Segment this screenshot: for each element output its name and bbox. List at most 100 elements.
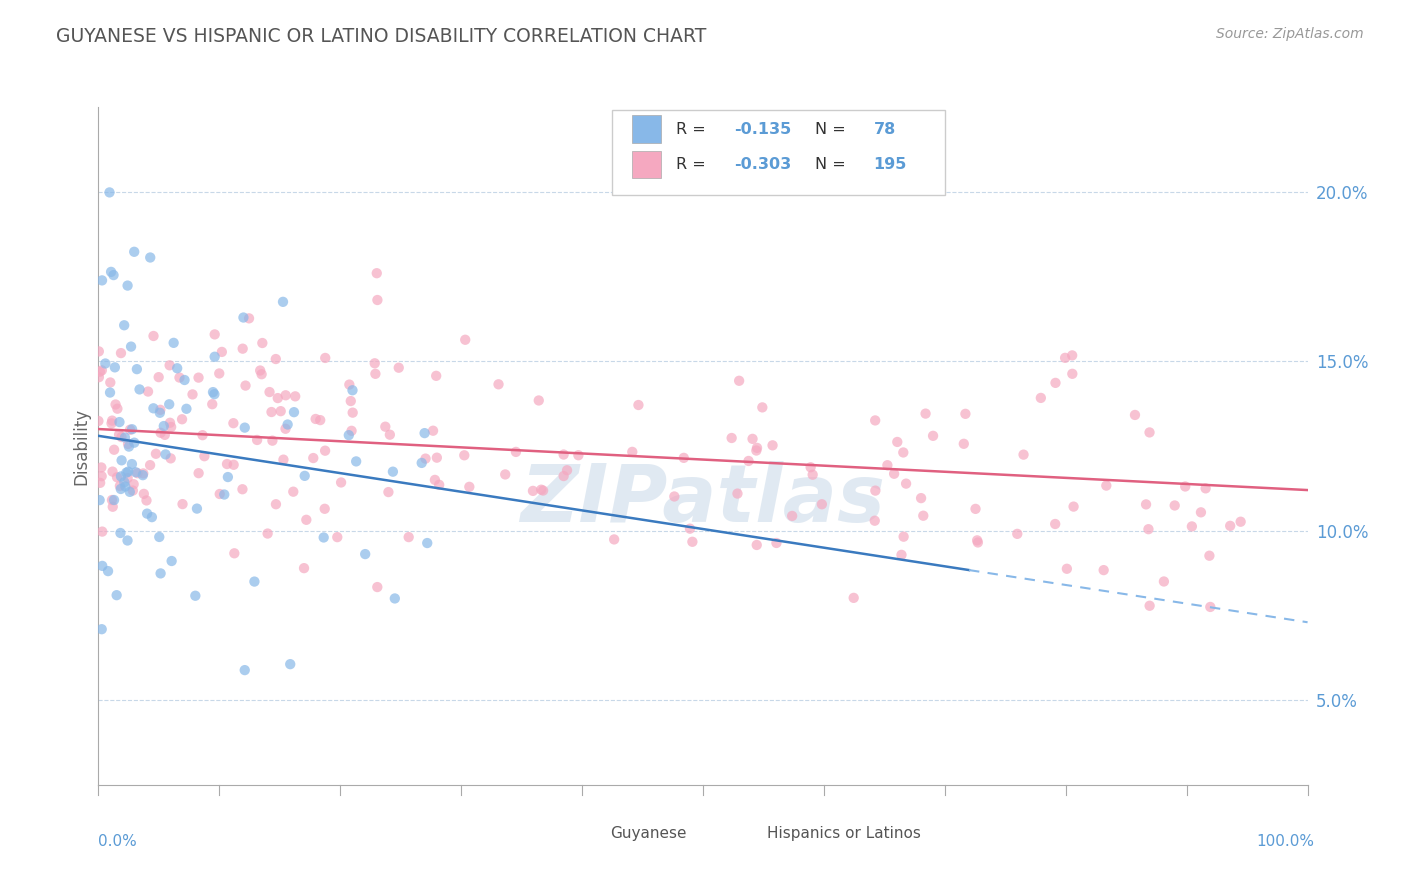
Point: [149, 425, 172, 440]
Point: [883, 467, 905, 481]
Point: [1135, 497, 1157, 511]
Text: -0.135: -0.135: [734, 121, 792, 136]
Point: [1199, 599, 1222, 614]
Point: [110, 430, 132, 444]
Point: [664, 490, 686, 504]
Point: [153, 428, 176, 442]
Text: N =: N =: [815, 157, 851, 172]
Point: [232, 310, 254, 325]
Point: [422, 424, 444, 438]
Point: [271, 294, 294, 309]
Point: [122, 435, 145, 450]
Point: [277, 417, 299, 432]
Point: [118, 423, 141, 437]
Point: [267, 391, 290, 405]
Point: [621, 445, 644, 459]
Point: [103, 493, 125, 508]
Point: [160, 554, 183, 568]
Point: [1043, 516, 1066, 531]
Point: [1123, 408, 1146, 422]
Point: [955, 407, 977, 421]
Point: [135, 493, 157, 508]
Point: [100, 265, 122, 279]
Point: [108, 427, 131, 442]
Point: [863, 514, 886, 528]
Point: [184, 589, 207, 603]
Point: [1095, 478, 1118, 492]
Point: [1063, 500, 1085, 514]
Point: [90, 363, 112, 377]
Point: [354, 547, 377, 561]
Point: [342, 406, 364, 420]
Point: [364, 367, 387, 381]
Point: [413, 426, 436, 441]
Point: [893, 530, 915, 544]
Point: [780, 508, 803, 523]
Text: ZIPatlas: ZIPatlas: [520, 461, 886, 540]
Point: [117, 278, 139, 293]
Point: [132, 467, 155, 481]
Point: [149, 406, 172, 420]
Point: [567, 448, 589, 462]
Point: [842, 591, 865, 605]
Point: [125, 465, 148, 479]
Text: 195: 195: [873, 157, 907, 172]
Point: [91, 558, 114, 573]
Point: [204, 327, 226, 342]
Point: [122, 244, 145, 259]
Point: [157, 397, 180, 411]
Point: [344, 454, 367, 468]
Point: [1198, 549, 1220, 563]
Point: [127, 466, 149, 480]
FancyBboxPatch shape: [575, 822, 603, 846]
Point: [295, 513, 318, 527]
Point: [1137, 522, 1160, 536]
Point: [103, 268, 125, 282]
Point: [98, 385, 121, 400]
Point: [110, 526, 132, 541]
Point: [104, 397, 127, 411]
Point: [222, 416, 245, 430]
Point: [278, 657, 301, 672]
Point: [309, 413, 332, 427]
Point: [765, 536, 787, 550]
Point: [181, 387, 204, 401]
Point: [1181, 519, 1204, 533]
Point: [314, 443, 336, 458]
Point: [745, 443, 768, 458]
Point: [132, 468, 155, 483]
Point: [274, 422, 297, 436]
Text: R =: R =: [676, 121, 711, 136]
Point: [1189, 505, 1212, 519]
Point: [894, 476, 917, 491]
Point: [530, 483, 553, 497]
Point: [110, 482, 132, 496]
Point: [193, 449, 215, 463]
Point: [398, 530, 420, 544]
Point: [416, 536, 439, 550]
Point: [105, 588, 128, 602]
Point: [952, 437, 974, 451]
Point: [672, 450, 695, 465]
Point: [337, 428, 360, 442]
Point: [117, 437, 139, 451]
Point: [208, 487, 231, 501]
Point: [217, 470, 239, 484]
Point: [377, 485, 399, 500]
Point: [264, 352, 287, 367]
Point: [384, 591, 406, 606]
Point: [87, 414, 110, 428]
Text: N =: N =: [815, 121, 851, 136]
Point: [1153, 574, 1175, 589]
Point: [423, 473, 446, 487]
Point: [139, 251, 162, 265]
Point: [90, 622, 112, 636]
Point: [553, 448, 575, 462]
Point: [159, 416, 181, 430]
Point: [250, 368, 273, 382]
Point: [118, 484, 141, 499]
Point: [262, 434, 284, 448]
Point: [1174, 479, 1197, 493]
Point: [142, 329, 165, 343]
Point: [100, 417, 122, 431]
